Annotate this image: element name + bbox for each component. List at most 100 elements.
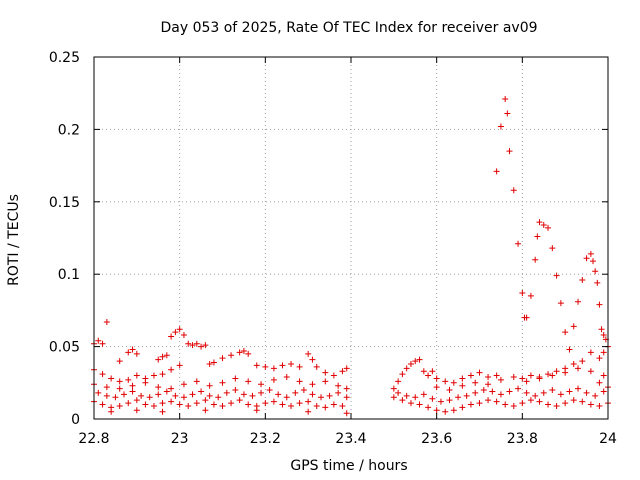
- data-point: [399, 371, 406, 378]
- data-point: [502, 95, 509, 102]
- data-point: [476, 400, 483, 407]
- data-point: [523, 314, 530, 321]
- data-point: [416, 356, 423, 363]
- data-point: [515, 385, 522, 392]
- data-point: [549, 372, 556, 379]
- data-point: [557, 391, 564, 398]
- data-point: [133, 407, 140, 414]
- y-axis-label: ROTI / TECUs: [6, 194, 22, 286]
- data-point: [193, 400, 200, 407]
- data-point: [575, 365, 582, 372]
- data-point: [198, 343, 205, 350]
- data-point: [318, 394, 325, 401]
- data-point: [172, 329, 179, 336]
- data-point: [587, 368, 594, 375]
- data-point: [176, 401, 183, 408]
- data-point: [116, 378, 123, 385]
- data-point: [390, 385, 397, 392]
- data-point: [476, 369, 483, 376]
- data-point: [296, 400, 303, 407]
- data-point: [463, 392, 470, 399]
- data-point: [129, 346, 136, 353]
- data-point: [99, 401, 106, 408]
- data-point: [579, 276, 586, 283]
- data-point: [270, 376, 277, 383]
- data-point: [292, 389, 299, 396]
- data-point: [275, 391, 282, 398]
- data-point: [283, 394, 290, 401]
- data-point: [579, 358, 586, 365]
- data-point: [519, 290, 526, 297]
- data-point: [159, 400, 166, 407]
- data-point: [536, 374, 543, 381]
- data-point: [433, 375, 440, 382]
- data-point: [343, 410, 350, 417]
- data-point: [210, 401, 217, 408]
- data-point: [133, 372, 140, 379]
- data-point: [493, 372, 500, 379]
- data-point: [155, 356, 162, 363]
- data-point: [459, 382, 466, 389]
- data-point: [510, 402, 517, 409]
- data-point: [142, 379, 149, 386]
- data-point: [129, 388, 136, 395]
- data-point: [485, 374, 492, 381]
- data-point: [489, 388, 496, 395]
- data-point: [459, 404, 466, 411]
- data-point: [163, 352, 170, 359]
- data-point: [279, 401, 286, 408]
- data-point: [433, 407, 440, 414]
- data-point: [540, 389, 547, 396]
- data-point: [403, 365, 410, 372]
- data-point: [519, 375, 526, 382]
- data-point: [193, 378, 200, 385]
- data-point: [163, 388, 170, 395]
- data-point: [103, 392, 110, 399]
- data-point: [189, 391, 196, 398]
- data-point: [450, 407, 457, 414]
- data-point: [159, 353, 166, 360]
- x-tick-label: 23: [171, 431, 189, 447]
- data-point: [472, 389, 479, 396]
- data-point: [313, 363, 320, 370]
- data-point: [450, 379, 457, 386]
- y-tick-label: 0.25: [49, 50, 80, 66]
- data-point: [502, 401, 509, 408]
- data-point: [180, 332, 187, 339]
- data-point: [455, 394, 462, 401]
- data-point: [536, 219, 543, 226]
- data-point: [446, 397, 453, 404]
- data-point: [485, 381, 492, 388]
- data-point: [266, 387, 273, 394]
- data-point: [206, 392, 213, 399]
- data-point: [309, 381, 316, 388]
- data-point: [219, 402, 226, 409]
- data-point: [339, 402, 346, 409]
- data-point: [253, 407, 260, 414]
- data-point: [305, 408, 312, 415]
- data-point: [103, 384, 110, 391]
- data-point: [245, 378, 252, 385]
- data-point: [168, 366, 175, 373]
- data-point: [330, 401, 337, 408]
- data-point: [120, 391, 127, 398]
- data-point: [425, 404, 432, 411]
- grid-lines: [94, 57, 608, 419]
- data-point: [95, 337, 102, 344]
- data-point: [425, 372, 432, 379]
- data-point: [575, 385, 582, 392]
- data-point: [202, 342, 209, 349]
- data-point: [587, 250, 594, 257]
- data-point: [549, 387, 556, 394]
- data-point: [309, 391, 316, 398]
- data-point: [527, 292, 534, 299]
- data-point: [185, 402, 192, 409]
- data-point: [215, 394, 222, 401]
- data-point: [150, 372, 157, 379]
- x-tick-label: 23.2: [250, 431, 281, 447]
- data-point: [480, 387, 487, 394]
- data-point: [279, 362, 286, 369]
- data-point: [142, 401, 149, 408]
- data-point: [223, 389, 230, 396]
- data-point: [416, 401, 423, 408]
